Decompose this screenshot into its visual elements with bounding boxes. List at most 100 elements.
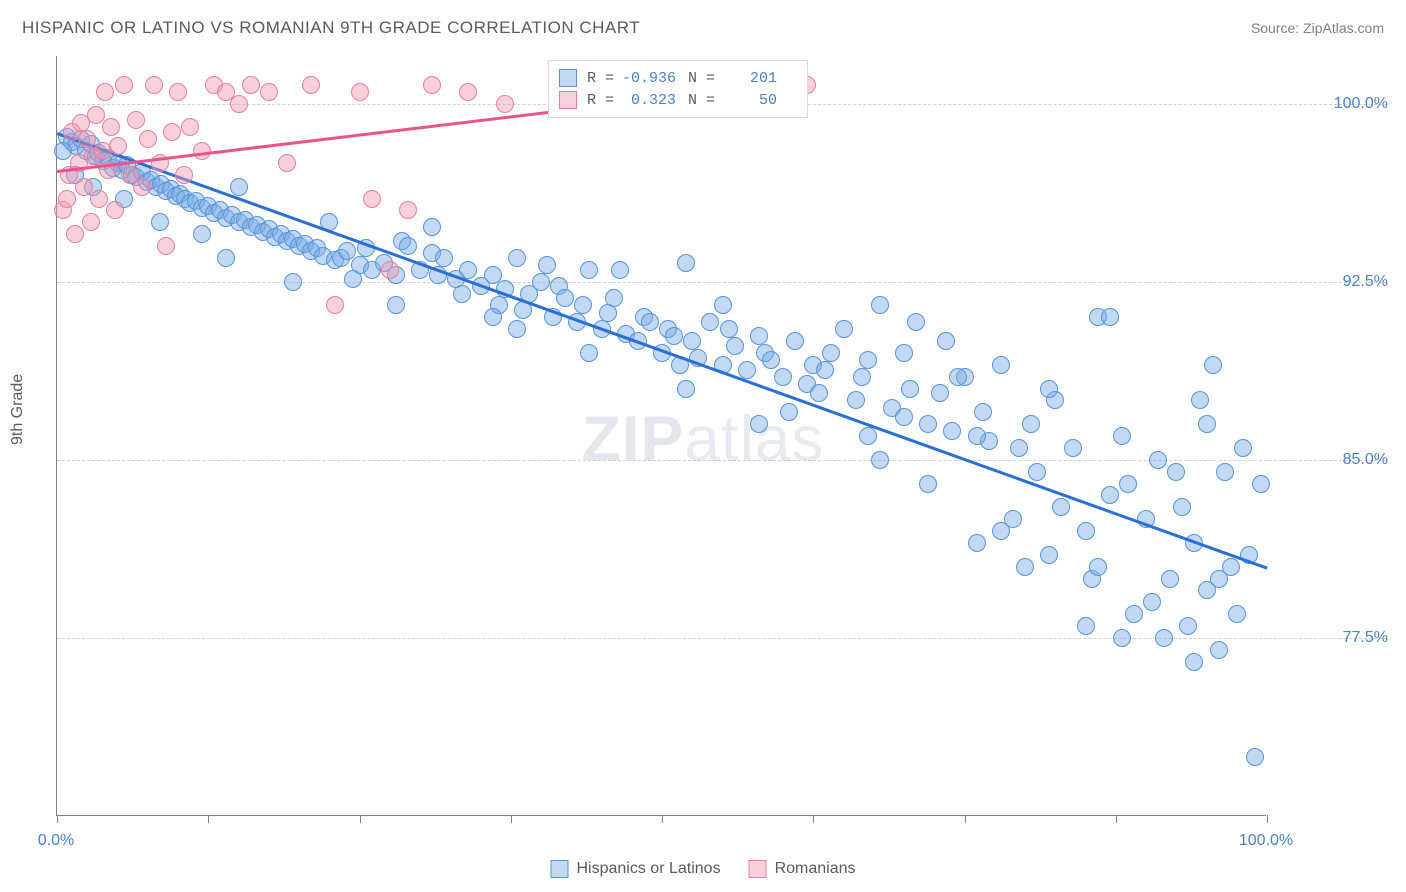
data-point [919, 475, 937, 493]
gridline [57, 282, 1387, 283]
data-point [1077, 522, 1095, 540]
data-point [641, 313, 659, 331]
data-point [907, 313, 925, 331]
data-point [284, 273, 302, 291]
y-tick-label: 92.5% [1343, 273, 1388, 291]
y-axis-label: 9th Grade [9, 374, 27, 445]
data-point [496, 95, 514, 113]
source-label: Source: ZipAtlas.com [1251, 20, 1384, 36]
x-tick [813, 815, 814, 823]
data-point [871, 296, 889, 314]
data-point [714, 296, 732, 314]
data-point [363, 190, 381, 208]
data-point [580, 344, 598, 362]
data-point [683, 332, 701, 350]
data-point [163, 123, 181, 141]
data-point [1210, 641, 1228, 659]
data-point [423, 76, 441, 94]
data-point [556, 289, 574, 307]
swatch-romanian [559, 91, 577, 109]
data-point [169, 83, 187, 101]
data-point [822, 344, 840, 362]
data-point [1234, 439, 1252, 457]
watermark-zip: ZIP [582, 403, 685, 475]
data-point [738, 361, 756, 379]
data-point [1077, 617, 1095, 635]
data-point [1216, 463, 1234, 481]
data-point [1228, 605, 1246, 623]
data-point [175, 166, 193, 184]
data-point [774, 368, 792, 386]
data-point [139, 130, 157, 148]
data-point [260, 83, 278, 101]
data-point [968, 534, 986, 552]
data-point [75, 178, 93, 196]
data-point [1155, 629, 1173, 647]
data-point [181, 118, 199, 136]
x-tick [1116, 815, 1117, 823]
data-point [1113, 427, 1131, 445]
data-point [895, 344, 913, 362]
data-point [96, 83, 114, 101]
y-tick-label: 100.0% [1334, 95, 1388, 113]
data-point [931, 384, 949, 402]
data-point [157, 237, 175, 255]
r-value-2: 0.323 [616, 92, 676, 109]
data-point [1089, 558, 1107, 576]
data-point [847, 391, 865, 409]
data-point [1010, 439, 1028, 457]
data-point [1191, 391, 1209, 409]
data-point [54, 142, 72, 160]
data-point [1210, 570, 1228, 588]
r-label: R = [587, 92, 614, 109]
data-point [133, 178, 151, 196]
gridline [57, 638, 1387, 639]
data-point [387, 296, 405, 314]
data-point [701, 313, 719, 331]
data-point [835, 320, 853, 338]
data-point [974, 403, 992, 421]
data-point [726, 337, 744, 355]
data-point [762, 351, 780, 369]
legend-swatch-romanian [749, 860, 767, 878]
data-point [1246, 748, 1264, 766]
data-point [453, 285, 471, 303]
data-point [1185, 653, 1203, 671]
data-point [853, 368, 871, 386]
data-point [677, 380, 695, 398]
stats-row-2: R = 0.323 N = 50 [559, 89, 797, 111]
data-point [508, 320, 526, 338]
data-point [1167, 463, 1185, 481]
legend-swatch-hispanic [550, 860, 568, 878]
data-point [810, 384, 828, 402]
data-point [127, 111, 145, 129]
watermark: ZIPatlas [582, 402, 825, 476]
data-point [484, 308, 502, 326]
x-tick [57, 815, 58, 823]
x-tick [965, 815, 966, 823]
data-point [1113, 629, 1131, 647]
n-label: N = [688, 92, 715, 109]
data-point [665, 327, 683, 345]
x-tick-label-left: 0.0% [38, 832, 74, 850]
data-point [919, 415, 937, 433]
data-point [786, 332, 804, 350]
data-point [326, 296, 344, 314]
data-point [351, 83, 369, 101]
data-point [230, 95, 248, 113]
data-point [1040, 380, 1058, 398]
data-point [677, 254, 695, 272]
data-point [399, 237, 417, 255]
trend-line [57, 132, 1268, 569]
data-point [1143, 593, 1161, 611]
data-point [1252, 475, 1270, 493]
data-point [423, 218, 441, 236]
x-tick [360, 815, 361, 823]
data-point [611, 261, 629, 279]
data-point [1052, 498, 1070, 516]
data-point [1022, 415, 1040, 433]
data-point [992, 356, 1010, 374]
data-point [968, 427, 986, 445]
data-point [859, 427, 877, 445]
data-point [399, 201, 417, 219]
